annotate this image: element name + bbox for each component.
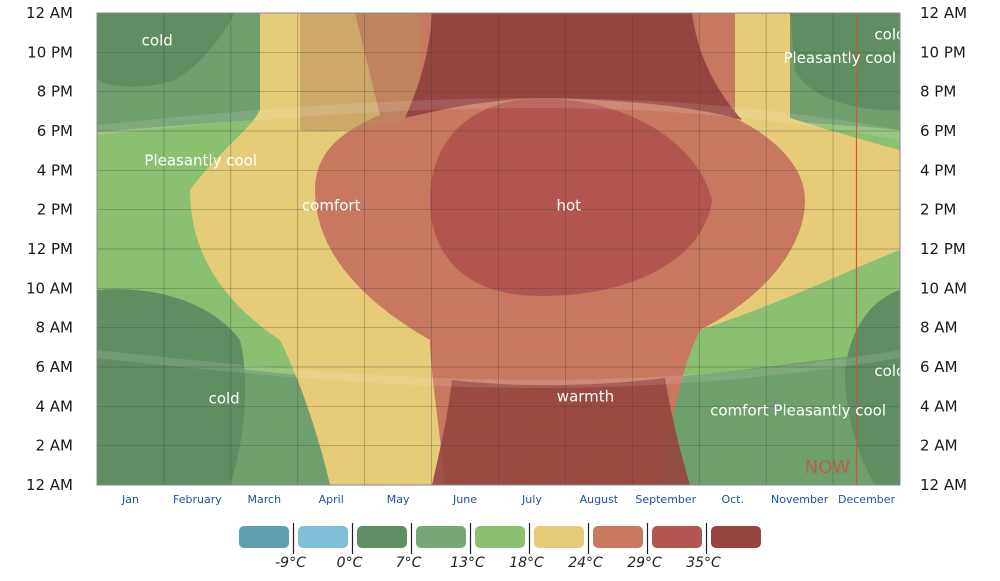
zone-label: cold	[142, 32, 173, 50]
legend-label: -9°C	[275, 555, 306, 571]
y-tick-label-left: 12 PM	[27, 240, 73, 258]
x-tick-label: September	[635, 493, 696, 506]
y-tick-label-right: 12 PM	[920, 240, 966, 258]
y-axis-left: 12 AM 2 AM 4 AM 6 AM 8 AM 10 AM 12 PM 2 PM 4 PM 6…	[26, 4, 73, 494]
y-tick-label-left: 10 AM	[26, 279, 73, 297]
y-tick-label-right: 12 AM	[920, 4, 967, 22]
x-tick-label: July	[521, 493, 542, 506]
y-tick-label-right: 12 AM	[920, 476, 967, 494]
y-tick-label-left: 2 PM	[37, 201, 73, 219]
legend-label: 7°C	[396, 555, 422, 571]
legend-swatch	[593, 526, 643, 548]
x-tick-label: August	[580, 493, 619, 506]
plot-border	[96, 12, 901, 486]
y-tick-label-left: 8 PM	[37, 83, 73, 101]
zone-cold-dec-dawn	[845, 290, 900, 485]
zone-warm-late-spring	[300, 13, 420, 132]
y-tick-label-right: 4 PM	[920, 161, 956, 179]
x-tick-label: Oct.	[721, 493, 744, 506]
x-tick-label: December	[838, 493, 896, 506]
y-tick-label-right: 6 AM	[920, 358, 958, 376]
legend-swatch	[239, 526, 289, 548]
daylight-band-upper	[97, 98, 900, 140]
zone-label: comfort	[710, 401, 769, 419]
now-label: NOW	[805, 457, 851, 478]
y-tick-label-left: 4 PM	[37, 161, 73, 179]
x-tick-label: Jan	[121, 493, 139, 506]
y-tick-label-right: 2 PM	[920, 201, 956, 219]
x-tick-label: March	[248, 493, 282, 506]
zone-label: Pleasantly cool	[773, 401, 886, 419]
zone-cold-jan-dawn	[97, 289, 246, 485]
x-tick-label: April	[319, 493, 344, 506]
x-tick-label: May	[387, 493, 410, 506]
zone-label: hot	[556, 197, 581, 215]
zone-label: Pleasantly cool	[144, 152, 257, 170]
y-tick-label-right: 2 AM	[920, 437, 958, 455]
legend-swatch	[534, 526, 584, 548]
zone-label: Pleasantly cool	[783, 49, 896, 67]
grid-lines	[97, 13, 900, 485]
x-tick-label: June	[452, 493, 477, 506]
y-tick-label-left: 6 AM	[35, 358, 73, 376]
x-tick-label: February	[173, 493, 222, 506]
legend-swatch	[357, 526, 407, 548]
legend-label: 29°C	[627, 555, 662, 571]
x-tick-label: November	[771, 493, 829, 506]
y-axis-right: 12 AM 2 AM 4 AM 6 AM 8 AM 10 AM 12 PM 2 PM 4 PM 6…	[920, 4, 967, 494]
zone-label: comfort	[302, 197, 361, 215]
legend-label: 35°C	[686, 555, 721, 571]
zone-very-hot-night	[405, 13, 742, 120]
y-tick-label-right: 4 AM	[920, 397, 958, 415]
y-tick-label-right: 10 AM	[920, 279, 967, 297]
zone-label: warmth	[557, 388, 614, 406]
legend-swatch	[416, 526, 466, 548]
zone-hot-core	[430, 98, 712, 296]
zone-cold-jan-night	[97, 13, 235, 87]
y-tick-label-left: 6 PM	[37, 122, 73, 140]
temperature-legend: -9°C 0°C 7°C 13°C 18°C 24°C 29°C 35°C	[239, 523, 761, 571]
legend-swatch	[298, 526, 348, 548]
y-tick-label-left: 10 PM	[27, 43, 73, 61]
legend-swatch	[475, 526, 525, 548]
legend-label: 0°C	[337, 555, 363, 571]
legend-label: 18°C	[509, 555, 544, 571]
legend-swatch	[652, 526, 702, 548]
y-tick-label-left: 12 AM	[26, 4, 73, 22]
daylight-band-lower	[97, 350, 900, 388]
y-tick-label-left: 12 AM	[26, 476, 73, 494]
legend-label: 24°C	[568, 555, 603, 571]
legend-swatch	[711, 526, 761, 548]
legend-label: 13°C	[450, 555, 485, 571]
y-tick-label-right: 6 PM	[920, 122, 956, 140]
y-tick-label-left: 2 AM	[35, 437, 73, 455]
zone-label: cold	[209, 389, 240, 407]
y-tick-label-left: 4 AM	[35, 397, 73, 415]
y-tick-label-right: 8 PM	[920, 83, 956, 101]
zone-cold-dec-night	[790, 13, 900, 111]
zone-label: cold	[874, 26, 905, 44]
x-axis: Jan February March April May June July August Se…	[121, 493, 896, 506]
zone-label: cold	[874, 362, 905, 380]
y-tick-label-right: 8 AM	[920, 319, 958, 337]
zone-very-hot-dawn	[432, 378, 690, 485]
y-tick-label-right: 10 PM	[920, 43, 966, 61]
y-tick-label-left: 8 AM	[35, 319, 73, 337]
